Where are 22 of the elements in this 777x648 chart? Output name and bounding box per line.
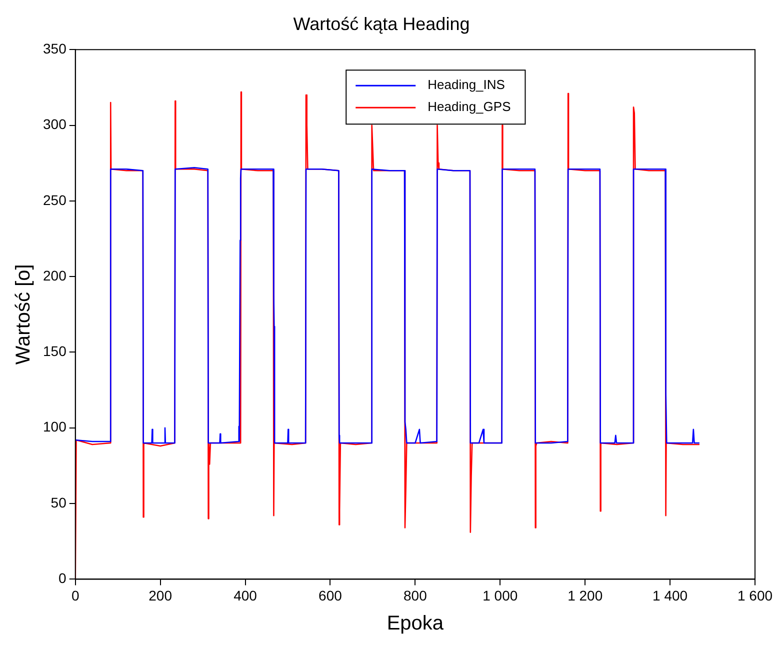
x-tick-label: 1 400 [652, 587, 688, 604]
y-axis-title: Wartość [o] [12, 264, 35, 365]
y-tick-label: 0 [58, 570, 67, 586]
y-tick-label: 350 [43, 40, 67, 56]
x-tick-label: 0 [71, 587, 80, 604]
x-tick-label: 200 [148, 587, 172, 604]
x-axis-title: Epoka [386, 612, 444, 635]
x-tick-label: 400 [234, 587, 258, 604]
x-tick-label: 800 [404, 587, 428, 604]
y-tick-label: 50 [50, 494, 67, 510]
y-tick-label: 250 [43, 192, 67, 208]
x-tick-label: 1 600 [737, 587, 773, 604]
y-tick-label: 300 [43, 116, 67, 132]
y-tick-label: 150 [43, 343, 67, 360]
y-tick-label: 100 [43, 418, 67, 435]
x-tick-label: 1 200 [568, 587, 603, 604]
y-tick-label: 200 [43, 267, 67, 284]
x-tick-label: 1 000 [482, 587, 518, 604]
legend-label: Heading_GPS [428, 99, 512, 114]
legend-label: Heading_INS [428, 77, 506, 92]
x-tick-label: 600 [318, 587, 342, 604]
chart-title: Wartość kąta Heading [293, 14, 470, 34]
